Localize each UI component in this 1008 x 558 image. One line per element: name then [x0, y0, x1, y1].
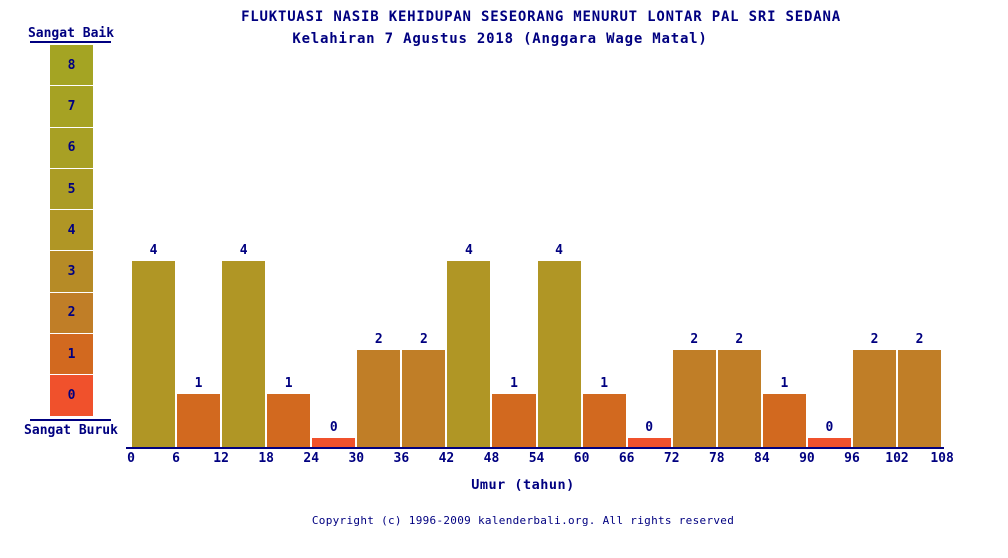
bar-value-label: 1 — [600, 375, 609, 391]
bar-age-30-36 — [357, 349, 401, 447]
legend-cell-0: 0 — [50, 375, 93, 416]
x-axis-title: Umur (tahun) — [471, 477, 575, 493]
x-tick-label: 30 — [348, 451, 365, 466]
bar-value-label: 0 — [329, 420, 338, 435]
bar-value-label: 1 — [510, 375, 518, 391]
bar-age-36-42 — [402, 349, 446, 447]
bar-age-18-24 — [267, 393, 311, 447]
x-tick-label: 42 — [438, 451, 455, 466]
legend-best-label: Sangat Baik — [27, 26, 115, 41]
legend-worst-label: Sangat Buruk — [24, 423, 118, 438]
legend-cell-value: 0 — [67, 388, 76, 404]
x-tick-label: 78 — [708, 451, 725, 466]
x-tick-label: 36 — [393, 451, 410, 466]
x-tick-label: 18 — [258, 451, 274, 466]
legend-cell-1: 1 — [50, 334, 93, 375]
bar-age-6-12 — [177, 393, 221, 447]
bar-value-label: 2 — [374, 331, 383, 347]
bar-age-54-60 — [537, 261, 581, 447]
bar-age-78-84 — [717, 349, 761, 447]
bar-age-102-108 — [898, 349, 942, 447]
x-tick-label: 0 — [127, 451, 135, 466]
legend-cell-value: 2 — [67, 305, 76, 321]
bar-value-label: 2 — [735, 331, 744, 347]
x-tick-label: 60 — [573, 451, 590, 466]
bar-value-label: 1 — [284, 375, 293, 391]
x-tick-label: 102 — [885, 451, 909, 466]
bar-value-label: 2 — [870, 331, 879, 347]
x-axis-line — [126, 447, 944, 449]
bar-value-label: 1 — [780, 375, 789, 391]
bar-age-12-18 — [222, 261, 266, 447]
legend-cell-value: 6 — [67, 140, 76, 156]
bar-age-90-96 — [807, 438, 851, 447]
bar-value-label: 2 — [915, 331, 924, 347]
bar-value-label: 2 — [690, 331, 699, 347]
x-tick-label: 96 — [844, 451, 860, 466]
bar-age-96-102 — [852, 349, 896, 447]
bar-value-label: 0 — [645, 420, 654, 435]
x-tick-label: 72 — [663, 451, 680, 466]
legend-cell-2: 2 — [50, 292, 93, 334]
legend-cell-value: 3 — [67, 264, 76, 280]
legend-top-divider — [30, 41, 111, 43]
bar-value-label: 0 — [825, 420, 834, 435]
bar-value-label: 4 — [239, 243, 248, 258]
legend-cell-6: 6 — [50, 127, 93, 168]
chart-subtitle: Kelahiran 7 Agustus 2018 (Anggara Wage M… — [292, 31, 708, 47]
bar-value-label: 4 — [465, 243, 473, 258]
legend-cell-value: 4 — [67, 222, 76, 238]
bar-age-48-54 — [492, 393, 536, 447]
bar-value-label: 2 — [419, 331, 428, 347]
bar-age-60-66 — [582, 393, 626, 447]
bar-age-24-30 — [312, 438, 356, 447]
x-tick-label: 90 — [799, 451, 815, 466]
x-tick-label: 12 — [213, 451, 229, 466]
bar-value-label: 4 — [555, 243, 563, 258]
legend-cell-7: 7 — [50, 86, 93, 127]
bar-age-0-6 — [132, 261, 176, 447]
bar-age-42-48 — [447, 261, 491, 447]
x-tick-label: 6 — [172, 451, 180, 466]
legend-cell-4: 4 — [50, 210, 93, 251]
chart-title: FLUKTUASI NASIB KEHIDUPAN SESEORANG MENU… — [241, 9, 841, 25]
legend-cell-value: 8 — [67, 57, 76, 73]
x-tick-label: 66 — [618, 451, 635, 466]
x-tick-label: 108 — [930, 451, 954, 466]
bar-age-84-90 — [762, 393, 806, 447]
legend-cell-8: 8 — [50, 45, 93, 86]
legend-scale-cells: 8 7 6 5 4 3 2 1 0 — [50, 45, 93, 416]
x-tick-label: 48 — [483, 451, 500, 466]
x-tick-label: 24 — [303, 451, 320, 466]
legend-cell-3: 3 — [50, 251, 93, 292]
legend-cell-value: 5 — [67, 181, 76, 197]
x-tick-label: 54 — [528, 451, 545, 466]
copyright-text: Copyright (c) 1996-2009 kalenderbali.org… — [311, 514, 735, 527]
legend-cell-value: 7 — [67, 98, 76, 114]
legend-cell-5: 5 — [50, 168, 93, 210]
legend-cell-value: 1 — [67, 346, 76, 362]
legend-bottom-divider — [30, 419, 111, 421]
bar-age-72-78 — [672, 349, 716, 447]
bar-value-label: 1 — [194, 375, 203, 391]
bar-age-66-72 — [627, 438, 671, 447]
bar-value-label: 4 — [149, 243, 158, 258]
x-tick-label: 84 — [754, 451, 770, 466]
